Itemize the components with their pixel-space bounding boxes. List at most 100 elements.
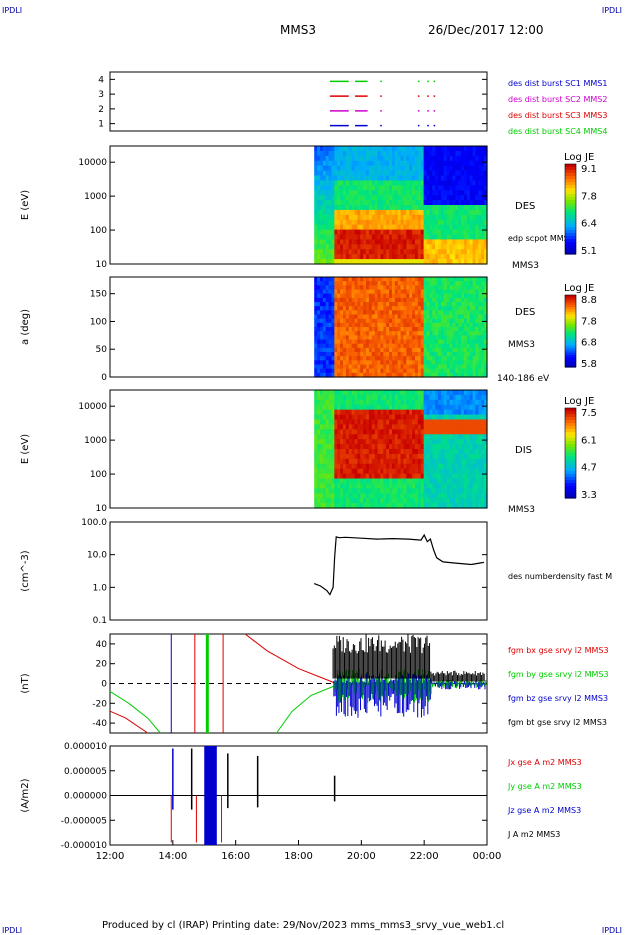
corner-label-bottom-left: IPDLI (2, 926, 23, 935)
y-tick-label: 1 (98, 120, 104, 130)
x-tick-label: 22:00 (410, 851, 439, 862)
legend-entry: des dist burst SC1 MMS1 (508, 79, 607, 88)
colorbar-tick-label: 7.5 (581, 408, 597, 419)
spectrogram-sublabel: MMS3 (512, 261, 539, 271)
colorbar-tick-label: 5.8 (581, 359, 597, 370)
spectrogram-sublabel: MMS3 (508, 505, 535, 515)
legend-entry: fgm bx gse srvy l2 MMS3 (508, 646, 609, 655)
footer-credit: Produced by cl (IRAP) Printing date: 29/… (102, 920, 505, 931)
y-tick-label: 0.000005 (64, 767, 107, 777)
density-line (313, 533, 484, 596)
plot-datetime: 26/Dec/2017 12:00 (428, 23, 544, 37)
spectrogram-sublabel: MMS3 (508, 340, 535, 350)
legend-entry: Jx gse A m2 MMS3 (507, 758, 582, 767)
y-tick-label: 0.000010 (64, 742, 107, 752)
colorbar-tick-label: 4.7 (581, 463, 597, 474)
colorbar-tick-label: 3.3 (581, 490, 597, 501)
panel-frame (109, 145, 488, 265)
legend-entry: des numberdensity fast M (508, 572, 612, 581)
legend-entry: des dist burst SC2 MMS2 (508, 95, 607, 104)
legend-entry: fgm bz gse srvy l2 MMS3 (508, 694, 608, 703)
x-tick-label: 14:00 (158, 851, 187, 862)
legend-entry: fgm by gse srvy l2 MMS3 (508, 670, 609, 679)
y-tick-label: 3 (98, 90, 104, 100)
panel-frame (109, 521, 488, 621)
y-tick-label: -0.000005 (61, 816, 107, 826)
legend-entry: des dist burst SC3 MMS3 (508, 111, 607, 120)
colorbar-tick-label: 9.1 (581, 164, 597, 175)
spectrogram-label: DES (515, 201, 535, 212)
colorbar-title: Log JE (564, 152, 594, 163)
bx-line (109, 710, 148, 734)
colorbar-tick-label: 8.8 (581, 295, 597, 306)
panel-frame (109, 71, 488, 132)
y-tick-label: 10000 (78, 402, 107, 412)
y-tick-label: 150 (90, 290, 107, 300)
y-tick-label: 0.000000 (64, 792, 107, 802)
spectrogram-sublabel: edp scpot MMS3 (508, 234, 574, 243)
y-tick-label: 50 (96, 345, 108, 355)
colorbar-frame (564, 163, 577, 255)
y-axis-label: E (eV) (20, 434, 31, 464)
y-tick-label: 10.0 (87, 551, 107, 561)
spectrogram-label: DES (515, 307, 535, 318)
y-axis-label: (cm^-3) (20, 550, 31, 591)
x-tick-label: 16:00 (221, 851, 250, 862)
y-tick-label: 40 (96, 640, 108, 650)
y-tick-label: 4 (98, 75, 104, 85)
colorbar-tick-label: 6.8 (581, 338, 597, 349)
y-tick-label: 0 (101, 373, 107, 383)
by-line (276, 686, 334, 734)
blue-burst (204, 746, 217, 845)
x-tick-label: 18:00 (284, 851, 313, 862)
colorbar-tick-label: 6.4 (581, 219, 597, 230)
spacecraft-title: MMS3 (280, 23, 316, 37)
spectrogram-des_pitch (314, 277, 488, 378)
colorbar-title: Log JE (564, 283, 594, 294)
legend-entry: des dist burst SC4 MMS4 (508, 127, 607, 136)
y-axis-label: E (eV) (20, 190, 31, 220)
spectrogram-sublabel: 140-186 eV (497, 374, 550, 384)
y-tick-label: 1000 (84, 436, 107, 446)
corner-label-bottom-right: IPDLI (601, 926, 622, 935)
colorbar-frame (564, 407, 577, 499)
y-tick-label: 100.0 (81, 518, 107, 528)
spectrogram-label: DIS (515, 445, 532, 456)
y-tick-label: 100 (90, 317, 107, 327)
legend-entry: Jy gse A m2 MMS3 (507, 782, 582, 791)
y-tick-label: 20 (96, 660, 108, 670)
y-tick-label: 10000 (78, 158, 107, 168)
colorbar-tick-label: 7.8 (581, 191, 597, 202)
legend-entry: Jz gse A m2 MMS3 (507, 806, 581, 815)
bx-line (244, 633, 337, 684)
y-axis-label: (A/m2) (20, 778, 31, 812)
legend-entry: J A m2 MMS3 (507, 830, 560, 839)
spectrogram-des_energy (314, 146, 488, 265)
colorbar-tick-label: 6.1 (581, 435, 597, 446)
corner-label-top-left: IPDLI (2, 6, 23, 15)
panel-frame (109, 389, 488, 509)
x-tick-label: 20:00 (347, 851, 376, 862)
colorbar-title: Log JE (564, 396, 594, 407)
x-tick-label: 12:00 (96, 851, 125, 862)
legend-entry: fgm bt gse srvy l2 MMS3 (508, 718, 607, 727)
y-axis-label: a (deg) (20, 309, 31, 345)
y-tick-label: 0 (101, 680, 107, 690)
colorbar-tick-label: 5.1 (581, 246, 597, 257)
y-tick-label: 10 (96, 260, 108, 270)
y-tick-label: 100 (90, 226, 107, 236)
b-field-active-region (332, 634, 487, 718)
y-tick-label: 100 (90, 470, 107, 480)
spectrogram-dis_energy (314, 390, 488, 509)
y-tick-label: 2 (98, 105, 104, 115)
corner-label-top-right: IPDLI (601, 6, 622, 15)
panel-frame (109, 276, 488, 378)
y-tick-label: 1000 (84, 192, 107, 202)
y-tick-label: -20 (92, 699, 107, 709)
y-tick-label: 1.0 (93, 583, 108, 593)
by-line (109, 690, 161, 734)
y-tick-label: -0.000010 (61, 841, 107, 851)
colorbar-frame (564, 294, 577, 368)
y-tick-label: -40 (92, 719, 107, 729)
